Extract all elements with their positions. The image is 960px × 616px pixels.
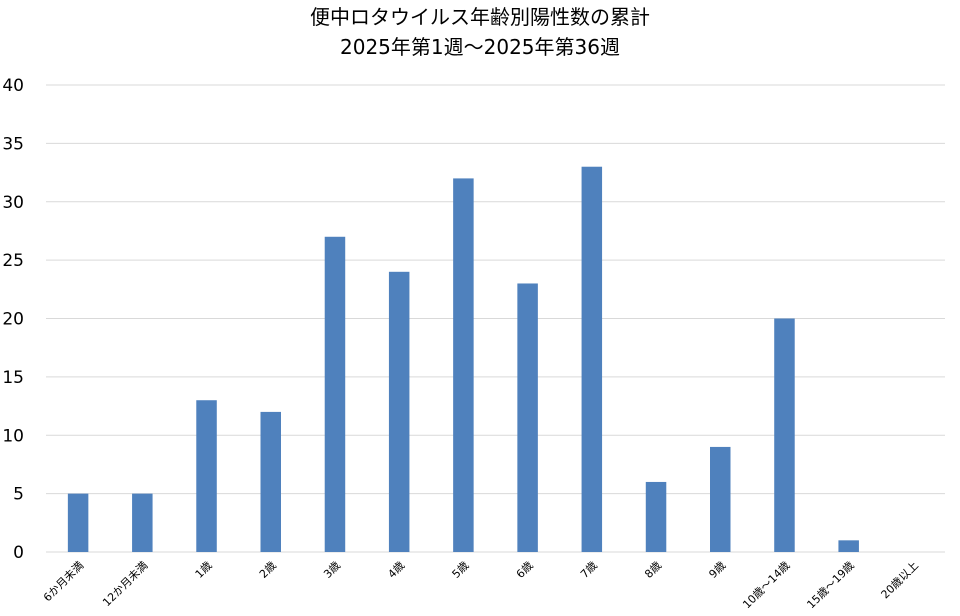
chart-title: 便中ロタウイルス年齢別陽性数の累計 bbox=[310, 5, 650, 29]
bar bbox=[324, 236, 346, 552]
bar bbox=[388, 271, 410, 552]
bar bbox=[260, 411, 281, 552]
x-tick-label: 1歳 bbox=[193, 559, 215, 581]
y-axis-ticks: 0 5 10 15 20 25 30 35 40 bbox=[2, 76, 24, 563]
chart-subtitle: 2025年第1週～2025年第36週 bbox=[340, 35, 620, 59]
x-tick-label: 6か月未満 bbox=[41, 559, 86, 604]
y-tick-label: 5 bbox=[13, 485, 24, 505]
x-tick-label: 12か月未満 bbox=[100, 559, 150, 609]
bar bbox=[581, 166, 603, 552]
x-axis-ticks: 6か月未満 12か月未満 1歳 2歳 3歳 4歳 5歳 6歳 7歳 8歳 9歳 10歳～14歳 15歳～… bbox=[41, 559, 921, 611]
bar bbox=[453, 178, 474, 552]
x-tick-label: 8歳 bbox=[642, 559, 664, 581]
bar bbox=[517, 283, 538, 552]
y-tick-label: 35 bbox=[2, 134, 24, 154]
bar bbox=[774, 318, 795, 552]
x-tick-label: 7歳 bbox=[578, 559, 600, 581]
bar bbox=[838, 540, 859, 552]
x-tick-label: 15歳～19歳 bbox=[804, 559, 856, 611]
x-tick-label: 9歳 bbox=[706, 559, 728, 581]
y-tick-label: 10 bbox=[2, 426, 24, 446]
x-tick-label: 4歳 bbox=[385, 559, 407, 581]
bar bbox=[67, 493, 89, 552]
y-tick-label: 40 bbox=[2, 76, 24, 96]
x-tick-label: 10歳～14歳 bbox=[740, 559, 792, 611]
bar bbox=[645, 481, 667, 552]
y-tick-label: 25 bbox=[2, 251, 24, 271]
x-tick-label: 5歳 bbox=[450, 559, 472, 581]
x-tick-label: 6歳 bbox=[514, 559, 536, 581]
y-tick-label: 30 bbox=[2, 193, 24, 213]
y-tick-label: 15 bbox=[2, 368, 24, 388]
bar bbox=[710, 446, 731, 552]
x-tick-label: 2歳 bbox=[257, 559, 279, 581]
y-tick-label: 20 bbox=[2, 310, 24, 330]
bar bbox=[132, 493, 153, 552]
x-tick-label: 3歳 bbox=[321, 559, 343, 581]
y-tick-label: 0 bbox=[13, 543, 24, 563]
x-tick-label: 20歳以上 bbox=[879, 559, 921, 601]
bars bbox=[67, 166, 859, 552]
gridlines bbox=[46, 84, 945, 553]
bar bbox=[196, 400, 217, 552]
